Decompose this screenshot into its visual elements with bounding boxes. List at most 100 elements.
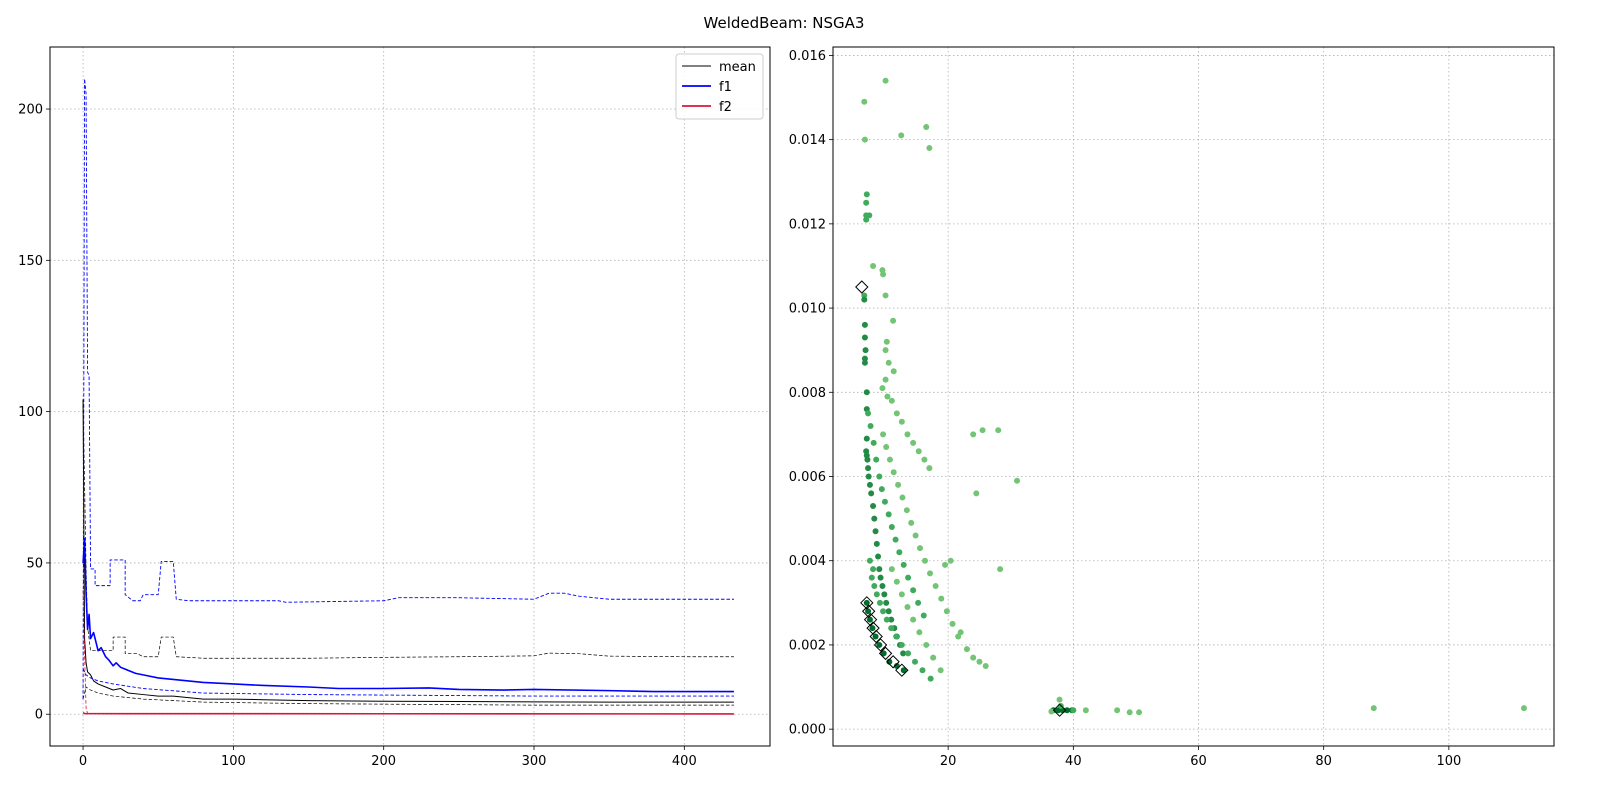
scatter-point <box>942 561 949 568</box>
y-tick-label: 200 <box>18 103 43 118</box>
scatter-point <box>882 77 889 84</box>
scatter-point <box>883 599 890 606</box>
scatter-point <box>880 431 887 438</box>
scatter-point <box>871 582 878 589</box>
scatter-point <box>898 591 905 598</box>
scatter-point <box>963 646 970 653</box>
scatter-point <box>879 582 886 589</box>
scatter-point <box>878 486 885 493</box>
scatter-point <box>892 536 899 543</box>
scatter-point <box>1520 705 1527 712</box>
scatter-point <box>895 481 902 488</box>
y-tick-label: 100 <box>18 405 43 420</box>
scatter-point <box>1064 707 1071 714</box>
scatter-point <box>871 515 878 522</box>
x-tick-label: 60 <box>1190 754 1207 769</box>
scatter-point <box>995 427 1002 434</box>
scatter-point <box>915 448 922 455</box>
scatter-point <box>885 511 892 518</box>
series-line-band-5 <box>82 668 734 697</box>
x-tick-label: 400 <box>672 754 697 769</box>
scatter-point <box>863 435 870 442</box>
scatter-point <box>882 292 889 299</box>
right-grid <box>833 47 1554 746</box>
scatter-point <box>864 456 871 463</box>
y-tick-label: 0.006 <box>789 470 826 485</box>
scatter-point <box>949 620 956 627</box>
left-legend: mean f1 f2 <box>675 53 764 120</box>
scatter-point <box>970 431 977 438</box>
y-tick-label: 150 <box>18 254 43 269</box>
legend-box <box>675 53 764 120</box>
scatter-point <box>922 557 928 564</box>
scatter-point <box>923 641 930 648</box>
scatter-point <box>863 389 870 396</box>
x-tick-label: 20 <box>940 754 957 769</box>
scatter-point <box>927 570 934 577</box>
scatter-point <box>872 633 879 640</box>
scatter-point <box>910 439 917 446</box>
scatter-point <box>884 393 891 400</box>
scatter-point <box>899 494 906 501</box>
scatter-point <box>882 347 889 354</box>
pareto-diamond-marker <box>860 596 874 610</box>
scatter-point <box>876 599 883 606</box>
scatter-point <box>888 397 895 404</box>
scatter-point <box>876 473 883 480</box>
scatter-point <box>1056 696 1063 703</box>
scatter-point <box>893 410 900 417</box>
pareto-diamond-marker <box>886 655 900 669</box>
scatter-point <box>904 431 911 438</box>
scatter-point <box>904 604 911 611</box>
scatter-point <box>943 608 950 615</box>
scatter-point <box>903 507 910 514</box>
scatter-point <box>1114 707 1121 714</box>
scatter-point <box>861 136 868 143</box>
scatter-point <box>868 574 875 581</box>
scatter-point <box>876 641 883 648</box>
scatter-point <box>1136 709 1143 716</box>
pareto-diamond-marker <box>855 280 869 294</box>
scatter-point <box>1370 705 1377 712</box>
scatter-point <box>877 574 884 581</box>
scatter-point <box>881 591 888 598</box>
scatter-point <box>937 667 944 674</box>
scatter-point <box>861 292 868 299</box>
left-ticks: 0 100 200 300 400 0 50 100 150 200 <box>18 103 697 769</box>
x-tick-label: 300 <box>522 754 547 769</box>
series-line-mean <box>82 399 734 703</box>
scatter-point <box>888 566 895 573</box>
scatter-point <box>873 540 880 547</box>
scatter-point <box>910 587 917 594</box>
scatter-point <box>900 667 907 674</box>
scatter-point <box>866 481 873 488</box>
y-tick-label: 0 <box>35 708 43 723</box>
left-plot-area <box>82 78 734 715</box>
y-tick-label: 0.002 <box>789 638 826 653</box>
pareto-diamond-marker <box>861 604 876 618</box>
scatter-point <box>863 599 870 606</box>
scatter-point <box>880 608 887 615</box>
scatter-point <box>915 599 922 606</box>
scatter-point <box>921 456 928 463</box>
scatter-point <box>865 465 872 472</box>
scatter-point <box>905 650 912 657</box>
scatter-point <box>893 633 900 640</box>
scatter-point <box>893 578 900 585</box>
scatter-point <box>911 658 918 665</box>
scatter-point <box>900 650 907 657</box>
scatter-point <box>861 296 868 303</box>
scatter-point <box>976 658 983 665</box>
scatter-point <box>982 662 989 669</box>
y-tick-label: 0.016 <box>789 49 826 64</box>
y-tick-label: 50 <box>26 556 43 571</box>
scatter-point <box>866 616 873 623</box>
scatter-point <box>879 385 886 392</box>
scatter-point <box>919 667 926 674</box>
pareto-diamond-marker <box>873 638 888 652</box>
scatter-point <box>957 629 964 636</box>
left-grid <box>50 47 770 746</box>
scatter-point <box>863 216 870 223</box>
y-tick-label: 0.004 <box>789 554 826 569</box>
scatter-point <box>930 654 937 661</box>
